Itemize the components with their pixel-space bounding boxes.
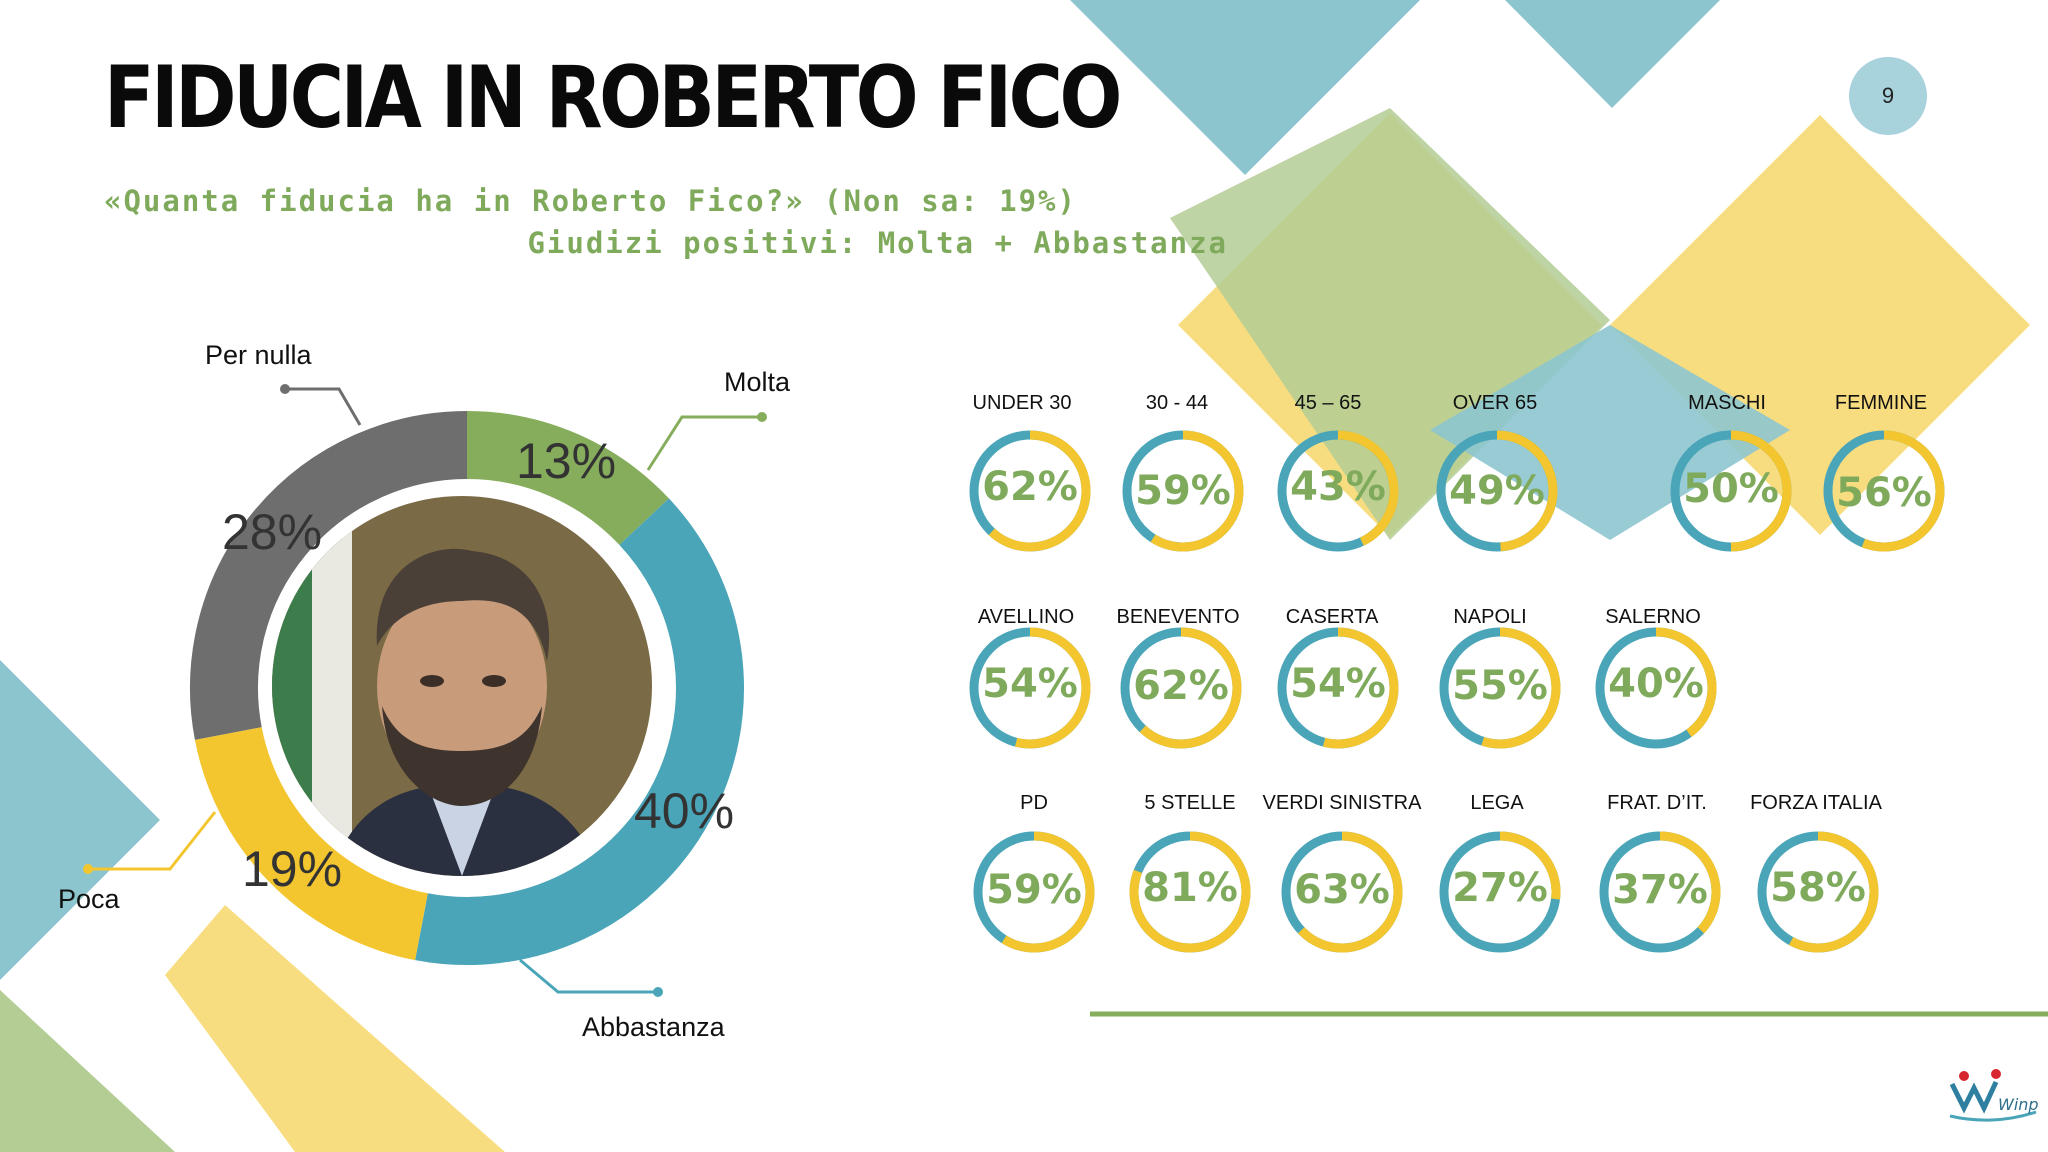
group-value: 54% [982,661,1078,707]
group-ring-value [1655,627,1717,737]
decor-teal-left [0,660,160,980]
group-value: 50% [1683,466,1779,512]
group-name: NAPOLI [1453,606,1527,628]
group-name: AVELLINO [977,606,1075,628]
group-ring-value [1481,627,1561,749]
group-value: 56% [1836,470,1932,516]
donut-label-poca: 19% [242,841,343,897]
group-name: FRAT. D’IT. [1607,792,1707,814]
group-value: 43% [1290,464,1386,510]
group-ring-value [1150,430,1244,552]
leader-per-nulla-dot [280,384,290,394]
leader-poca [88,811,217,871]
group-ring-value [1659,831,1721,934]
leader-abbastanza-dot [653,987,663,997]
positive-note: Giudizi positivi: Molta + Abbastanza [527,226,1228,260]
group-ring-value [1014,627,1091,749]
group-value: 59% [1135,468,1231,514]
question-subtitle: «Quanta fiducia ha in Roberto Fico?» (No… [104,184,1077,218]
portrait-illustration [272,496,652,876]
group-value: 58% [1770,865,1866,911]
decor-teal-diamond-top-right [1505,0,1720,108]
decor-yellow-left [165,905,505,1152]
group-name: 45 – 65 [1294,392,1362,414]
group-name: SALERNO [1605,606,1701,628]
group-name: FORZA ITALIA [1750,792,1882,814]
group-name: PD [1020,792,1048,814]
group-value: 62% [1133,663,1229,709]
group-ring-value [1297,831,1403,953]
group-value: 55% [1452,663,1548,709]
group-ring-value [1001,831,1095,953]
group-value: 81% [1142,865,1238,911]
group-value: 62% [982,464,1078,510]
group-ring-value [1730,430,1792,552]
group-ring-value [1322,627,1399,749]
group-value: 40% [1608,661,1704,707]
group-name: FEMMINE [1834,392,1928,414]
group-ring-value [1337,430,1399,546]
donut-slice-abbastanza [415,498,744,965]
legend-poca: Poca [58,884,120,914]
group-name: BENEVENTO [1116,606,1240,628]
group-name: 5 STELLE [1144,792,1236,814]
group-value: 54% [1290,661,1386,707]
group-value: 59% [986,867,1082,913]
page-title: FIDUCIA IN ROBERTO FICO [104,48,1122,148]
group-name: 30 - 44 [1145,392,1209,414]
group-ring-value [988,430,1091,552]
group-name: UNDER 30 [972,392,1072,414]
legend-molta: Molta [724,367,791,397]
leader-lines [83,384,767,997]
group-name: CASERTA [1285,606,1379,628]
donut-label-molta: 13% [516,433,617,489]
group-ring-value [1139,627,1242,749]
decor-green-diamond [1170,108,1610,540]
logo-wordmark: Winpoll [1998,1095,2038,1114]
group-ring-value [1496,430,1558,552]
page-number-badge: 9 [1849,57,1927,135]
group-ring-value [1499,831,1561,900]
donut-label-per-nulla: 28% [222,504,323,560]
decor-teal-diamond-top [1070,0,1420,175]
leader-per-nulla [285,387,362,426]
group-ring-charts [969,430,1945,953]
donut-label-abbastanza: 40% [634,783,735,839]
group-value: 63% [1294,867,1390,913]
group-name: MASCHI [1688,392,1766,414]
group-value: 27% [1452,865,1548,911]
decor-teal-diamond-mid [1430,325,1790,540]
donut-slice-molta [466,411,669,546]
leader-abbastanza [519,958,658,994]
group-ring-value [1861,430,1945,552]
group-value: 37% [1612,867,1708,913]
group-name: LEGA [1470,792,1524,814]
leader-molta [646,415,762,471]
donut-slice-per-nulla [190,411,468,740]
group-value: 49% [1449,468,1545,514]
group-name: VERDI SINISTRA [1262,792,1422,814]
leader-molta-dot [757,412,767,422]
decor-green-left [0,990,175,1152]
legend-abbastanza: Abbastanza [582,1012,725,1042]
donut-slice-poca [194,726,429,961]
leader-poca-dot [83,864,93,874]
legend-per-nulla: Per nulla [205,340,312,370]
portrait-photo [272,496,652,876]
winpoll-logo: Winpoll [1949,1069,2038,1122]
group-name: OVER 65 [1452,392,1538,414]
group-ring-value [1788,831,1879,953]
group-ring-value [1129,831,1251,953]
